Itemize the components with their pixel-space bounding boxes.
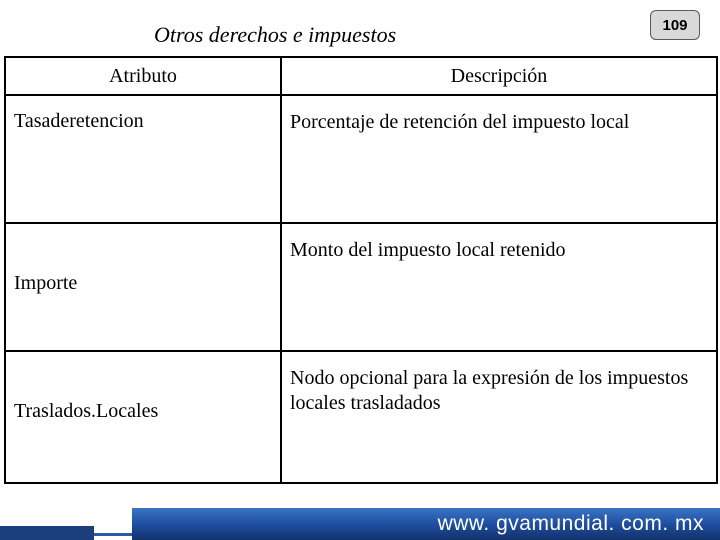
col-header-atributo: Atributo (5, 57, 281, 95)
cell-attr: Traslados.Locales (5, 351, 281, 483)
table-row: Traslados.Locales Nodo opcional para la … (5, 351, 717, 483)
attributes-table: Atributo Descripción Tasaderetencion Por… (4, 56, 718, 484)
page-number-badge: 109 (650, 10, 700, 40)
cell-desc: Monto del impuesto local retenido (281, 223, 717, 351)
page-title: Otros derechos e impuestos (154, 22, 396, 48)
col-header-descripcion: Descripción (281, 57, 717, 95)
title-row: Otros derechos e impuestos 109 (0, 0, 720, 56)
table-header-row: Atributo Descripción (5, 57, 717, 95)
slide: Otros derechos e impuestos 109 Atributo … (0, 0, 720, 540)
cell-attr: Importe (5, 223, 281, 351)
footer-decor-left (0, 526, 94, 540)
table-row: Importe Monto del impuesto local retenid… (5, 223, 717, 351)
footer: www. gvamundial. com. mx (0, 502, 720, 540)
footer-url: www. gvamundial. com. mx (438, 512, 704, 536)
footer-decor-mid (94, 533, 132, 536)
cell-attr: Tasaderetencion (5, 95, 281, 223)
cell-desc: Porcentaje de retención del impuesto loc… (281, 95, 717, 223)
table-row: Tasaderetencion Porcentaje de retención … (5, 95, 717, 223)
cell-desc: Nodo opcional para la expresión de los i… (281, 351, 717, 483)
